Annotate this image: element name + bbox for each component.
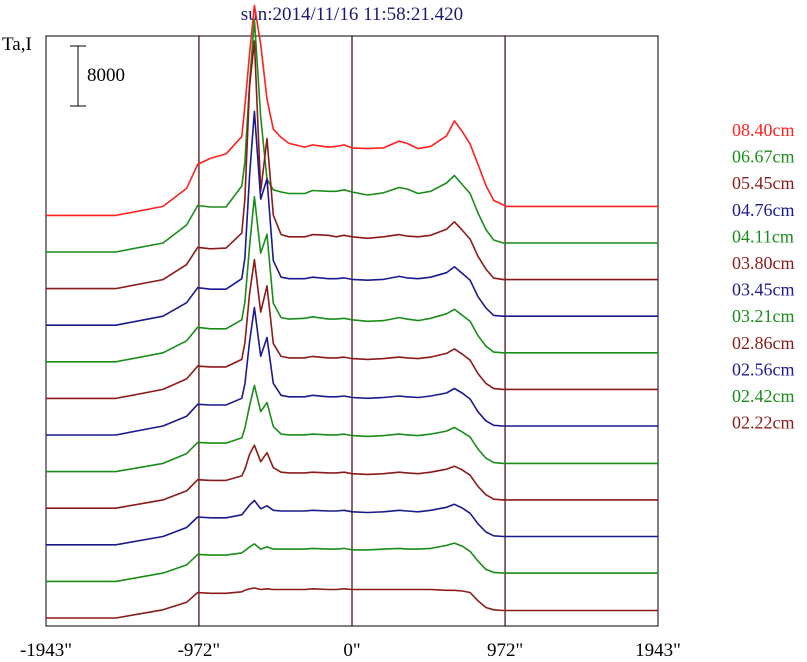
series-line-02.22cm: [46, 587, 658, 619]
legend-entry-02.22cm: 02.22cm: [732, 413, 795, 433]
series-line-03.21cm: [46, 384, 658, 473]
legend-entry-02.86cm: 02.86cm: [732, 333, 795, 353]
legend-entry-02.42cm: 02.42cm: [732, 386, 795, 406]
chart-title: sun:2014/11/16 11:58:21.420: [241, 4, 463, 25]
series-lines: [46, 4, 658, 619]
legend-entry-08.40cm: 08.40cm: [732, 120, 795, 140]
legend: 08.40cm 06.67cm 05.45cm 04.76cm 04.11cm 03.80…: [732, 120, 795, 433]
series-line-04.11cm: [46, 196, 658, 363]
legend-entry-05.45cm: 05.45cm: [732, 173, 795, 193]
series-line-03.80cm: [46, 258, 658, 400]
series-line-02.42cm: [46, 542, 658, 583]
series-line-08.40cm: [46, 4, 658, 217]
series-line-05.45cm: [46, 40, 658, 290]
series-line-04.76cm: [46, 110, 658, 327]
legend-entry-03.21cm: 03.21cm: [732, 306, 795, 326]
x-tick-labels: -1943" -972" 0" 972" 1943": [20, 640, 681, 661]
x-tick-label-2: 0": [343, 640, 360, 661]
series-line-02.56cm: [46, 499, 658, 546]
legend-entry-03.45cm: 03.45cm: [732, 280, 795, 300]
legend-entry-04.11cm: 04.11cm: [732, 226, 794, 246]
scale-bar: 8000: [70, 45, 125, 107]
x-tick-label-1: -972": [178, 640, 221, 661]
legend-entry-02.56cm: 02.56cm: [732, 359, 795, 379]
series-line-03.45cm: [46, 306, 658, 436]
series-line-02.86cm: [46, 444, 658, 510]
x-tick-label-3: 972": [487, 640, 523, 661]
legend-entry-04.76cm: 04.76cm: [732, 200, 795, 220]
legend-entry-06.67cm: 06.67cm: [732, 147, 795, 167]
vertical-reference-lines: [198, 36, 506, 626]
legend-entry-03.80cm: 03.80cm: [732, 253, 795, 273]
series-line-06.67cm: [46, 18, 658, 253]
scale-bar-label: 8000: [87, 65, 125, 86]
y-axis-label: Ta,I: [2, 34, 32, 55]
x-tick-label-4: 1943": [635, 640, 681, 661]
x-tick-label-0: -1943": [20, 640, 72, 661]
